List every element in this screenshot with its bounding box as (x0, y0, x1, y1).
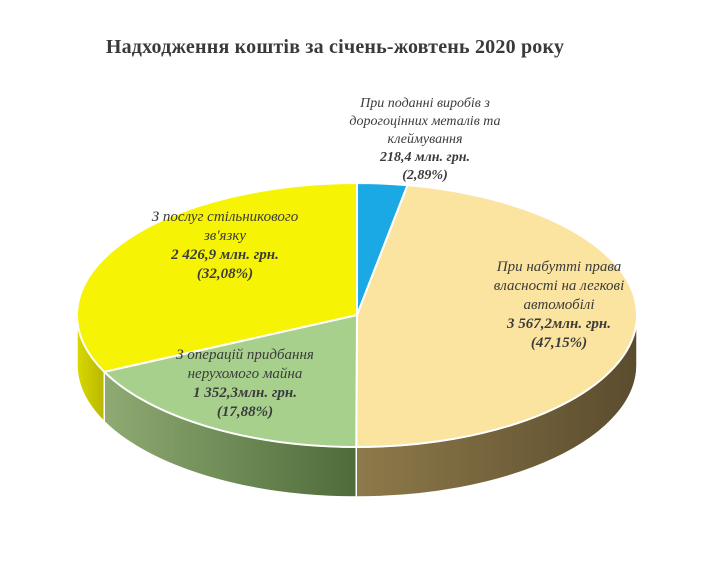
slice-label-mobile-value: 2 426,9 млн. грн. (171, 247, 279, 263)
slice-label-realty-percent: (17,88%) (216, 404, 274, 420)
slice-label-realty-value: 1 352,3млн. грн. (193, 385, 297, 401)
slice-label-metals-percent: (2,89%) (402, 168, 448, 183)
slice-label-cars: При набутті права власності на легкові а… (478, 258, 640, 353)
chart-title: Надходження коштів за січень-жовтень 202… (105, 36, 565, 58)
pie-slice-realty (102, 313, 359, 449)
slice-label-mobile-name: З послуг стільникового зв'язку (151, 209, 299, 244)
slice-label-mobile: З послуг стільникового зв'язку 2 426,9 м… (150, 208, 300, 284)
slice-label-realty-name: З операцій придбання нерухомого майна (176, 347, 314, 382)
slice-label-cars-percent: (47,15%) (530, 335, 588, 351)
slice-label-metals-value: 218,4 млн. грн. (380, 150, 470, 165)
slice-label-cars-name: При набутті права власності на легкові а… (493, 259, 625, 313)
slice-label-cars-value: 3 567,2млн. грн. (507, 316, 611, 332)
pie-slice-mobile (76, 181, 358, 373)
slice-label-metals-name: При поданні виробів з дорогоцінних метал… (349, 96, 501, 147)
pie-slice-cars (355, 184, 638, 449)
slice-label-mobile-percent: (32,08%) (196, 266, 254, 282)
slice-label-metals: При поданні виробів з дорогоцінних метал… (330, 95, 520, 185)
slice-label-realty: З операцій придбання нерухомого майна 1 … (160, 346, 330, 422)
